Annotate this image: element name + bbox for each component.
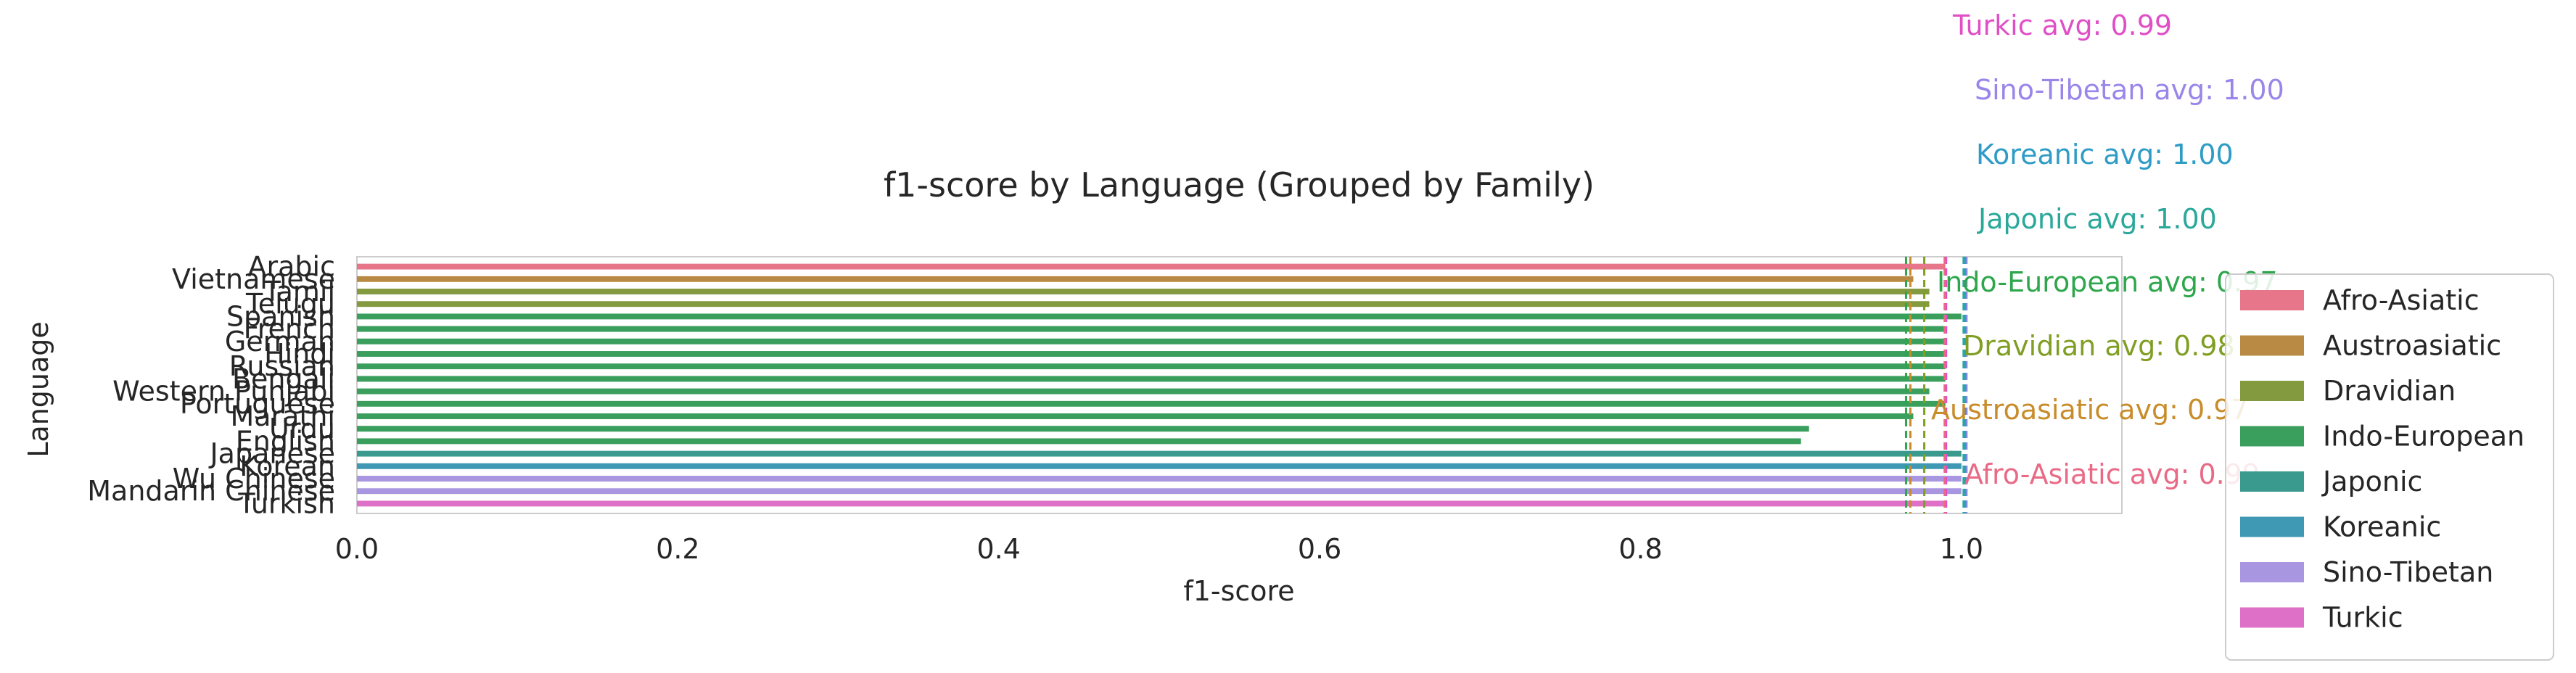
y-tick-label: Arabic	[248, 251, 335, 283]
y-tick-label: Bengali	[232, 363, 335, 395]
bar	[357, 400, 1946, 407]
y-tick-label: Telugu	[245, 288, 335, 320]
bar	[357, 388, 1930, 395]
average-label: Koreanic avg: 1.00	[1976, 139, 2234, 170]
y-axis-label: Language	[22, 321, 54, 458]
bar	[357, 500, 1946, 507]
x-ticks: 0.0 0.2 0.4 0.6 0.8 1.0	[335, 533, 1983, 565]
y-tick-label: Korean	[239, 450, 335, 482]
x-tick-label: 0.4	[977, 533, 1021, 565]
y-tick-label: Russian	[229, 350, 335, 382]
legend-swatch	[2240, 562, 2304, 582]
legend-label: Turkic	[2322, 602, 2403, 634]
average-label: Indo-European avg: 0.97	[1937, 266, 2278, 298]
x-tick-label: 0.6	[1298, 533, 1341, 565]
y-tick-label: Marathi	[230, 400, 335, 432]
bar	[357, 351, 1946, 357]
y-tick-label: Western Punjabi	[112, 376, 335, 408]
y-tick-label: English	[236, 425, 335, 457]
legend-label: Austroasiatic	[2323, 330, 2501, 362]
y-tick-label: German	[225, 326, 335, 358]
bar	[357, 426, 1809, 432]
bar	[357, 438, 1801, 445]
y-tick-label: French	[244, 313, 335, 345]
legend-label: Sino-Tibetan	[2323, 556, 2493, 588]
y-tick-label: Hindi	[264, 338, 335, 370]
bar	[357, 326, 1946, 332]
bar	[357, 301, 1930, 307]
legend-swatch	[2240, 426, 2304, 447]
bar	[357, 376, 1946, 382]
x-tick-label: 0.8	[1618, 533, 1662, 565]
y-tick-label: Japanese	[208, 438, 335, 470]
legend-swatch	[2240, 290, 2304, 310]
x-tick-label: 1.0	[1940, 533, 1983, 565]
legend-swatch	[2240, 381, 2304, 401]
y-tick-label: Spanish	[226, 300, 335, 332]
average-annotations: Turkic avg: 0.99 Sino-Tibetan avg: 1.00 Ko…	[1931, 9, 2284, 490]
legend-swatch	[2240, 335, 2304, 356]
y-tick-label: Mandarin Chinese	[87, 475, 335, 507]
legend: Afro-Asiatic Austroasiatic Dravidian Indo-E…	[2225, 273, 2554, 661]
average-label: Sino-Tibetan avg: 1.00	[1975, 74, 2284, 106]
legend-label: Koreanic	[2323, 511, 2441, 543]
average-label: Japonic avg: 1.00	[1977, 203, 2217, 235]
legend-label: Indo-European	[2323, 421, 2524, 453]
y-tick-label: Turkish	[237, 487, 335, 519]
average-label: Turkic avg: 0.99	[1952, 9, 2172, 41]
average-label: Austroasiatic avg: 0.97	[1931, 394, 2249, 426]
legend-frame	[2225, 273, 2554, 661]
y-tick-label: Vietnamese	[172, 263, 335, 295]
bar	[357, 463, 1962, 469]
bar	[357, 276, 1914, 282]
plot-frame	[356, 256, 2123, 514]
bar	[357, 413, 1914, 419]
legend-label: Dravidian	[2323, 375, 2456, 407]
plot-area: ArabicVietnameseTamilTeluguSpanishFrench…	[87, 9, 2284, 565]
bar	[357, 313, 1962, 320]
y-tick-labels: ArabicVietnameseTamilTeluguSpanishFrench…	[87, 251, 335, 520]
bar	[357, 450, 1962, 457]
x-tick-label: 0.2	[656, 533, 699, 565]
legend-label: Japonic	[2321, 466, 2422, 497]
bar	[357, 263, 1946, 270]
bar	[357, 488, 1962, 495]
y-tick-label: Portuguese	[180, 388, 335, 420]
average-label: Afro-Asiatic avg: 0.99	[1964, 458, 2260, 490]
legend-swatch	[2240, 516, 2304, 537]
legend-swatch	[2240, 471, 2304, 492]
y-tick-label: Urdu	[269, 413, 335, 445]
chart-title: f1-score by Language (Grouped by Family)	[884, 165, 1594, 205]
x-tick-label: 0.0	[335, 533, 379, 565]
y-tick-label: Wu Chinese	[173, 463, 335, 495]
bar	[357, 289, 1930, 294]
legend-label: Afro-Asiatic	[2323, 284, 2480, 316]
x-axis-label: f1-score	[1183, 575, 1294, 607]
bar	[357, 338, 1946, 344]
bar	[357, 476, 1962, 482]
bar	[357, 363, 1946, 370]
y-tick-label: Tamil	[263, 276, 335, 307]
average-label: Dravidian avg: 0.98	[1963, 330, 2235, 362]
legend-swatch	[2240, 607, 2304, 628]
